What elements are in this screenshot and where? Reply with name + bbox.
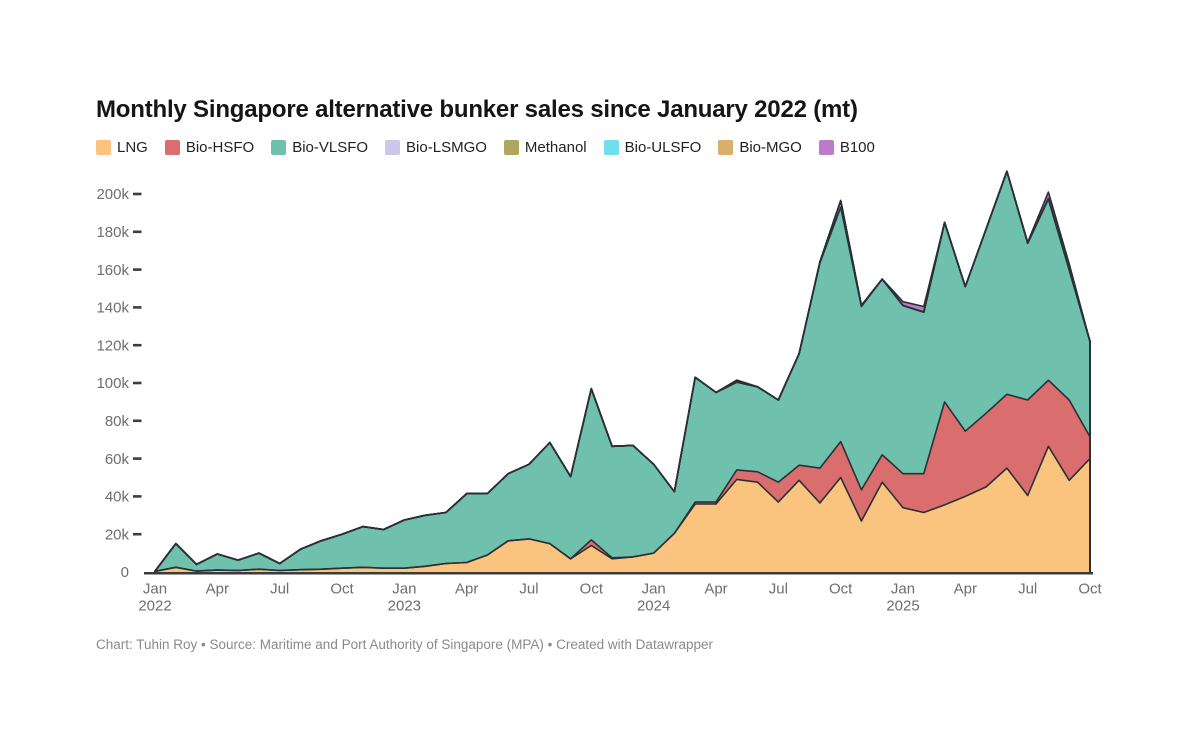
legend-swatch-Bio-VLSFO xyxy=(271,140,287,155)
legend-item-Bio-MGO: Bio-MGO xyxy=(718,139,802,156)
y-tick-mark xyxy=(133,192,142,196)
x-tick-label: Jan xyxy=(392,581,416,598)
legend-item-Bio-HSFO: Bio-HSFO xyxy=(164,139,255,156)
y-tick-mark xyxy=(133,419,142,423)
y-tick-label: 60k xyxy=(105,451,130,468)
x-tick-label: Jul xyxy=(270,581,289,598)
x-tick-label: Jul xyxy=(769,581,788,598)
y-tick-label: 20k xyxy=(105,526,130,543)
legend-label: B100 xyxy=(839,139,875,156)
legend-swatch-B100 xyxy=(818,140,834,155)
area-band-Bio-HSFO xyxy=(155,380,1090,572)
area-outline-Bio-HSFO xyxy=(154,379,1091,573)
legend-swatch-Bio-LSMGO xyxy=(385,140,401,155)
legend-swatch-Bio-MGO xyxy=(718,140,734,155)
legend-item-Methanol: Methanol xyxy=(503,139,587,156)
x-tick-label: Oct xyxy=(1078,581,1102,598)
y-tick-label: 200k xyxy=(96,186,129,203)
legend-swatch-Methanol xyxy=(503,140,519,155)
legend-item-Bio-LSMGO: Bio-LSMGO xyxy=(385,139,487,156)
x-tick-label: Oct xyxy=(330,581,354,598)
x-tick-year: 2025 xyxy=(886,598,919,615)
y-tick-label: 80k xyxy=(105,413,130,430)
y-tick-mark xyxy=(133,532,142,536)
legend-item-Bio-VLSFO: Bio-VLSFO xyxy=(271,139,368,156)
legend-label: Bio-HSFO xyxy=(185,139,255,156)
y-tick-label: 160k xyxy=(96,262,129,279)
x-tick-year: 2023 xyxy=(388,598,421,615)
x-tick-label: Jul xyxy=(519,581,538,598)
legend-label: Bio-ULSFO xyxy=(624,139,702,156)
chart-legend: LNG Bio-HSFO Bio-VLSFO Bio-LSMGO Methanol Bio… xyxy=(96,139,892,156)
x-tick-label: Jan xyxy=(143,581,167,598)
legend-label: Bio-MGO xyxy=(739,139,802,156)
x-tick-label: Jul xyxy=(1018,581,1037,598)
legend-label: Bio-LSMGO xyxy=(406,139,487,156)
x-tick-label: Oct xyxy=(829,581,853,598)
footer-credit: Chart: Tuhin Roy • Source: Maritime and … xyxy=(96,637,713,652)
x-tick-label: Oct xyxy=(580,581,604,598)
x-tick-year: 2022 xyxy=(138,598,171,615)
area-band-Bio-VLSFO xyxy=(155,171,1090,572)
y-tick-mark xyxy=(133,381,142,385)
legend-item-LNG: LNG xyxy=(96,139,148,156)
y-tick-label: 140k xyxy=(96,300,129,317)
y-tick-label: 180k xyxy=(96,224,129,241)
chart-title: Monthly Singapore alternative bunker sal… xyxy=(96,96,858,123)
legend-swatch-Bio-ULSFO xyxy=(603,140,619,155)
legend-swatch-LNG xyxy=(96,140,111,155)
y-tick-mark xyxy=(133,457,142,460)
legend-item-Bio-ULSFO: Bio-ULSFO xyxy=(603,139,702,156)
legend-label: Bio-VLSFO xyxy=(292,139,369,156)
y-tick-label: 100k xyxy=(96,375,129,392)
x-tick-label: Apr xyxy=(954,581,977,598)
y-tick-label: 0 xyxy=(121,564,129,581)
y-tick-mark xyxy=(133,268,142,271)
legend-swatch-Bio-HSFO xyxy=(164,140,180,155)
legend-label: LNG xyxy=(117,139,148,156)
y-tick-mark xyxy=(133,230,142,234)
x-tick-label: Apr xyxy=(704,581,727,598)
x-tick-label: Apr xyxy=(455,581,478,598)
y-tick-label: 120k xyxy=(96,337,129,354)
x-tick-label: Jan xyxy=(642,581,666,598)
y-tick-mark xyxy=(133,343,142,347)
x-tick-year: 2024 xyxy=(637,598,670,615)
legend-label: Methanol xyxy=(524,139,587,156)
y-tick-mark xyxy=(133,495,142,498)
x-tick-label: Jan xyxy=(891,581,915,598)
area-outline-B100 xyxy=(154,170,1091,572)
x-tick-label: Apr xyxy=(206,581,229,598)
legend-item-B100: B100 xyxy=(818,139,875,156)
y-tick-mark xyxy=(133,306,142,309)
y-tick-label: 40k xyxy=(105,489,130,506)
area-band-LNG xyxy=(155,446,1090,572)
